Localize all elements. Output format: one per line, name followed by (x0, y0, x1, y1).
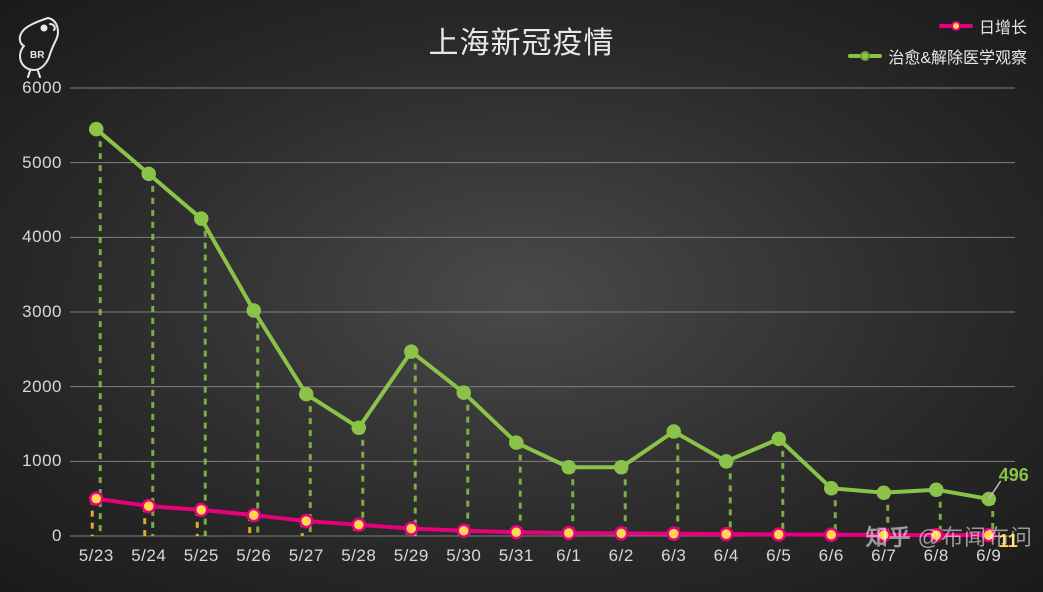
series-line (96, 499, 989, 536)
zhihu-logo-text: 知乎 (866, 520, 912, 552)
series-marker (405, 346, 417, 358)
series-marker (143, 500, 155, 512)
x-tick-label: 5/31 (499, 546, 534, 566)
series-marker (458, 525, 470, 537)
series-marker (930, 484, 942, 496)
y-tick-label: 5000 (6, 153, 62, 173)
series-marker (458, 387, 470, 399)
series-marker (143, 168, 155, 180)
series-marker (353, 422, 365, 434)
y-tick-label: 1000 (6, 451, 62, 471)
series-marker (615, 527, 627, 539)
y-tick-label: 2000 (6, 377, 62, 397)
x-tick-label: 6/4 (714, 546, 739, 566)
series-marker (248, 305, 260, 317)
series-marker (563, 527, 575, 539)
y-tick-label: 3000 (6, 302, 62, 322)
x-tick-label: 5/26 (236, 546, 271, 566)
series-marker (825, 482, 837, 494)
x-tick-label: 5/28 (341, 546, 376, 566)
x-tick-label: 6/2 (609, 546, 634, 566)
series-marker (668, 528, 680, 540)
series-marker (90, 123, 102, 135)
series-marker (300, 388, 312, 400)
series-marker (668, 425, 680, 437)
series-marker (300, 515, 312, 527)
series-marker (563, 461, 575, 473)
series-marker (90, 493, 102, 505)
series-marker (615, 461, 627, 473)
series-marker (510, 437, 522, 449)
series-marker (405, 523, 417, 535)
x-tick-label: 5/24 (131, 546, 166, 566)
x-tick-label: 5/27 (289, 546, 324, 566)
series-marker (720, 455, 732, 467)
x-tick-label: 6/3 (661, 546, 686, 566)
watermark: 知乎 @布闻布问 (866, 520, 1033, 552)
x-tick-label: 5/30 (446, 546, 481, 566)
series-marker (510, 526, 522, 538)
series-marker (825, 529, 837, 541)
x-tick-label: 5/25 (184, 546, 219, 566)
y-tick-label: 6000 (6, 78, 62, 98)
series-line (96, 129, 989, 499)
x-tick-label: 6/6 (819, 546, 844, 566)
y-tick-label: 0 (6, 526, 62, 546)
series-marker (720, 528, 732, 540)
series-marker (773, 529, 785, 541)
series-marker (353, 519, 365, 531)
series-end-label: 496 (999, 465, 1029, 486)
series-marker (773, 433, 785, 445)
series-marker (195, 213, 207, 225)
series-marker (878, 487, 890, 499)
x-tick-label: 5/23 (79, 546, 114, 566)
x-tick-label: 6/5 (766, 546, 791, 566)
x-tick-label: 5/29 (394, 546, 429, 566)
x-tick-label: 6/1 (556, 546, 581, 566)
watermark-handle: @布闻布问 (918, 520, 1033, 552)
series-marker (195, 504, 207, 516)
series-marker (248, 509, 260, 521)
y-tick-label: 4000 (6, 227, 62, 247)
chart-plot (0, 0, 1043, 592)
